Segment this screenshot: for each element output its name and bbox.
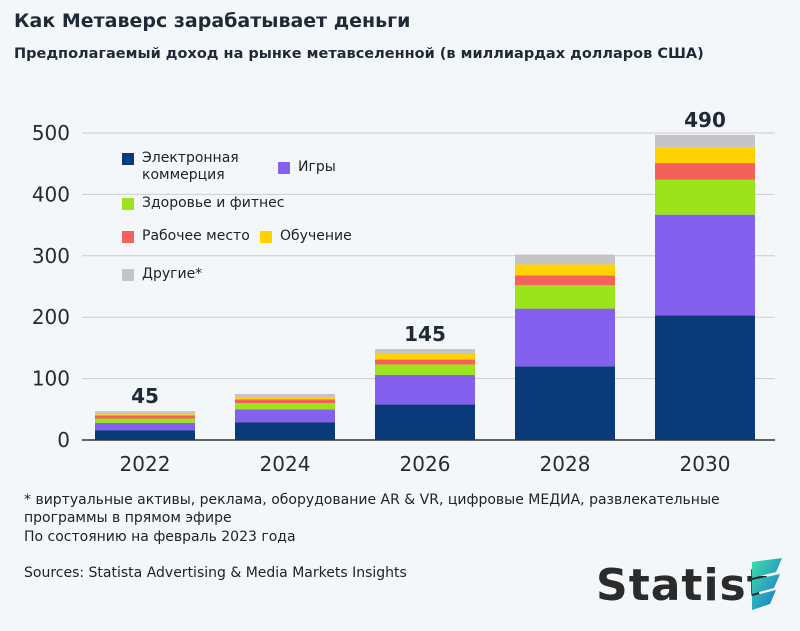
source-note: Sources: Statista Advertising & Media Ma… (24, 565, 407, 581)
legend-swatch (122, 153, 134, 165)
legend-label: Игры (298, 159, 336, 175)
bar-segment (515, 254, 615, 265)
bar-segment (655, 163, 755, 180)
bar-segment (235, 409, 335, 423)
legend-item-education: Обучение (260, 228, 352, 244)
legend-item-health: Здоровье и фитнес (122, 195, 284, 211)
bar-segment (95, 414, 195, 416)
bar-segment (655, 315, 755, 440)
legend-item-other: Другие* (122, 266, 202, 282)
y-tick-label: 500 (32, 121, 70, 145)
legend-item-games: Игры (278, 159, 336, 175)
statista-logo: Statist (596, 558, 782, 611)
legend-swatch (278, 162, 290, 174)
x-tick-label: 2024 (260, 452, 311, 476)
legend-swatch (122, 269, 134, 281)
y-tick-label: 400 (32, 182, 70, 206)
legend-label: Обучение (280, 228, 352, 244)
bar-segment (95, 422, 195, 431)
footnote-line: * виртуальные активы, реклама, оборудова… (24, 492, 720, 508)
footnote-line: По состоянию на февраль 2023 года (24, 529, 296, 545)
legend-swatch (260, 231, 272, 243)
y-tick-label: 200 (32, 305, 70, 329)
y-tick-label: 100 (32, 367, 70, 391)
bar-segment (375, 364, 475, 375)
legend-item-workplace: Рабочее место (122, 228, 250, 244)
bar-segment (375, 374, 475, 405)
chart-subtitle: Предполагаемый доход на рынке метавселен… (14, 46, 704, 62)
logo-mark-icon (752, 558, 782, 610)
total-label: 145 (404, 322, 446, 346)
bar-segment (515, 285, 615, 309)
bar-segment (655, 147, 755, 164)
legend-label: Рабочее место (142, 228, 250, 244)
legend-label: Электронная коммерция (142, 150, 239, 183)
x-tick-label: 2026 (400, 452, 451, 476)
bar-segment (655, 134, 755, 148)
footnote-line: программы в прямом эфире (24, 510, 232, 526)
plot-area: 0 100 200 300 400 500 2022 45 2024 2026 145 2028 203… (32, 108, 775, 476)
bar-segment (95, 411, 195, 415)
total-label: 45 (131, 384, 159, 408)
chart-title: Как Метаверс зарабатывает деньги (14, 10, 411, 32)
bar-segment (95, 418, 195, 423)
bar-segment (95, 415, 195, 419)
bar-segment (655, 214, 755, 316)
bar-segment (375, 349, 475, 355)
bar-segment (515, 366, 615, 440)
bar-segment (515, 264, 615, 276)
bar-segment (235, 422, 335, 440)
bar-segment (375, 404, 475, 440)
bar-segment (235, 403, 335, 410)
bar-segment (235, 397, 335, 400)
legend-label: Здоровье и фитнес (142, 195, 285, 211)
x-tick-label: 2028 (540, 452, 591, 476)
legend-item-ecommerce: Электронная коммерция (122, 150, 252, 184)
total-label: 490 (684, 108, 726, 132)
y-tick-label: 0 (57, 428, 70, 452)
legend-label: Другие* (142, 266, 203, 282)
x-tick-label: 2022 (120, 452, 171, 476)
bar-segment (515, 275, 615, 286)
bar-segment (655, 179, 755, 215)
bar-segment (235, 399, 335, 404)
y-tick-label: 300 (32, 244, 70, 268)
x-tick-label: 2030 (680, 452, 731, 476)
legend-swatch (122, 231, 134, 243)
bar-segment (515, 308, 615, 367)
legend-swatch (122, 198, 134, 210)
bar-segment (235, 393, 335, 398)
bar-segment (375, 354, 475, 360)
bar-segment (375, 359, 475, 365)
bar-segment (95, 430, 195, 440)
